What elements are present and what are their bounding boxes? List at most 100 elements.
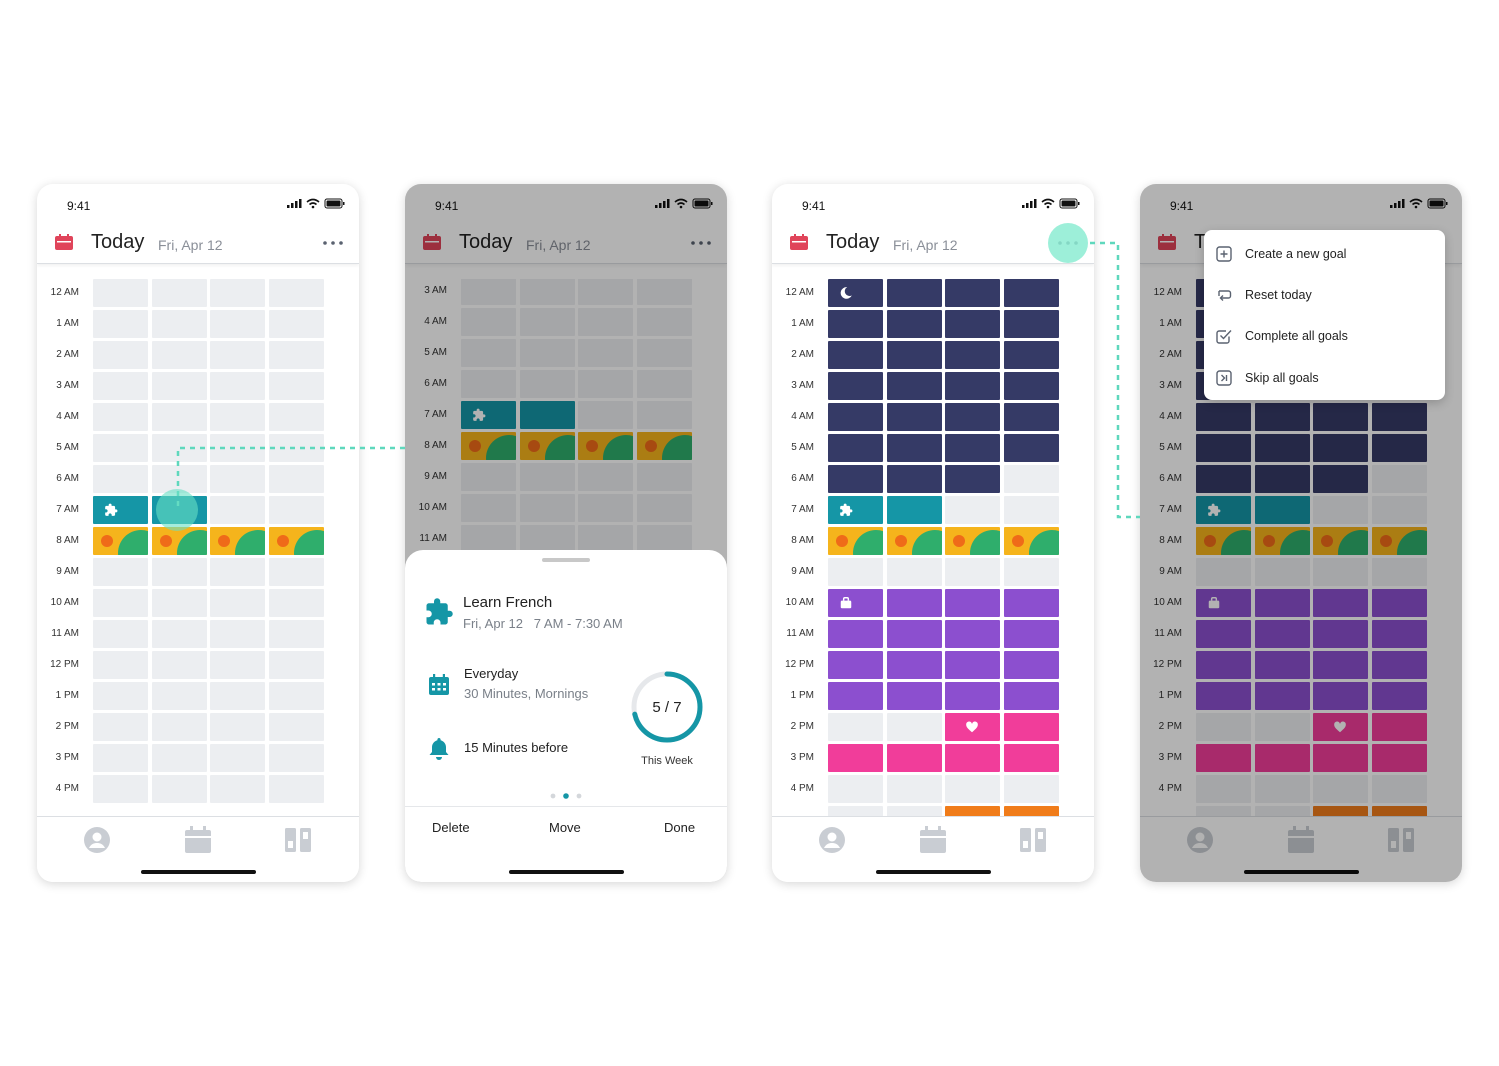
empty-slot[interactable] (210, 589, 265, 617)
sheet-handle[interactable] (542, 558, 590, 562)
empty-slot[interactable] (210, 620, 265, 648)
empty-slot[interactable] (268, 620, 324, 648)
empty-slot[interactable] (636, 339, 692, 367)
move-button[interactable]: Move (549, 820, 581, 835)
pink-goal-slot[interactable] (1003, 744, 1059, 772)
purple-goal-slot[interactable] (1371, 589, 1427, 617)
purple-goal-slot[interactable] (1254, 620, 1310, 648)
empty-slot[interactable] (93, 372, 148, 400)
empty-slot[interactable] (519, 339, 575, 367)
empty-slot[interactable] (1196, 558, 1251, 586)
night-goal-slot[interactable] (886, 434, 942, 462)
empty-slot[interactable] (519, 525, 575, 553)
empty-slot[interactable] (151, 310, 207, 338)
empty-slot[interactable] (1003, 558, 1059, 586)
purple-goal-slot[interactable] (1371, 682, 1427, 710)
page-indicator[interactable] (550, 793, 582, 799)
night-goal-slot[interactable] (1196, 434, 1251, 462)
purple-goal-slot[interactable] (1003, 620, 1059, 648)
night-goal-slot[interactable] (1371, 434, 1427, 462)
orange-goal-slot[interactable] (1003, 806, 1059, 816)
empty-slot[interactable] (461, 339, 516, 367)
empty-slot[interactable] (268, 465, 324, 493)
purple-goal-slot[interactable] (1313, 651, 1368, 679)
empty-slot[interactable] (93, 341, 148, 369)
empty-slot[interactable] (636, 463, 692, 491)
empty-slot[interactable] (461, 463, 516, 491)
empty-slot[interactable] (578, 339, 633, 367)
purple-goal-slot[interactable] (945, 620, 1000, 648)
empty-slot[interactable] (268, 775, 324, 803)
sun-goal-slot[interactable] (1371, 527, 1427, 555)
night-goal-slot[interactable] (1003, 372, 1059, 400)
tab-profile-icon[interactable] (818, 826, 846, 854)
empty-slot[interactable] (93, 682, 148, 710)
menu-item-skip-all[interactable]: Skip all goals (1204, 359, 1445, 397)
sun-goal-slot[interactable] (151, 527, 207, 555)
empty-slot[interactable] (1196, 806, 1251, 816)
empty-slot[interactable] (151, 589, 207, 617)
empty-slot[interactable] (93, 434, 148, 462)
night-goal-slot[interactable] (945, 341, 1000, 369)
teal-goal-slot[interactable] (1254, 496, 1310, 524)
empty-slot[interactable] (636, 279, 692, 305)
night-goal-slot[interactable] (1254, 465, 1310, 493)
empty-slot[interactable] (461, 279, 516, 305)
night-goal-slot[interactable] (886, 465, 942, 493)
empty-slot[interactable] (151, 558, 207, 586)
night-goal-slot[interactable] (945, 465, 1000, 493)
night-goal-slot[interactable] (945, 372, 1000, 400)
teal-goal-slot[interactable] (519, 401, 575, 429)
night-goal-slot[interactable] (828, 434, 883, 462)
tab-calendar-icon[interactable] (919, 826, 947, 854)
empty-slot[interactable] (210, 775, 265, 803)
night-goal-slot[interactable] (1313, 465, 1368, 493)
empty-slot[interactable] (1313, 558, 1368, 586)
empty-slot[interactable] (268, 496, 324, 524)
empty-slot[interactable] (1371, 465, 1427, 493)
sun-goal-slot[interactable] (886, 527, 942, 555)
menu-item-reset-today[interactable]: Reset today (1204, 276, 1445, 314)
empty-slot[interactable] (93, 651, 148, 679)
menu-item-complete-all[interactable]: Complete all goals (1204, 317, 1445, 355)
pink-goal-slot[interactable] (1313, 744, 1368, 772)
pink-goal-slot[interactable] (1254, 744, 1310, 772)
night-goal-slot[interactable] (945, 434, 1000, 462)
empty-slot[interactable] (519, 370, 575, 398)
sun-goal-slot[interactable] (636, 432, 692, 460)
night-goal-slot[interactable] (1003, 310, 1059, 338)
purple-goal-slot[interactable] (1196, 651, 1251, 679)
empty-slot[interactable] (578, 463, 633, 491)
pink-goal-slot[interactable] (1371, 744, 1427, 772)
delete-button[interactable]: Delete (432, 820, 470, 835)
purple-goal-slot[interactable] (1371, 651, 1427, 679)
empty-slot[interactable] (93, 620, 148, 648)
empty-slot[interactable] (268, 713, 324, 741)
empty-slot[interactable] (461, 494, 516, 522)
empty-slot[interactable] (578, 308, 633, 336)
pink-goal-slot[interactable] (1003, 713, 1059, 741)
teal-goal-slot[interactable] (828, 496, 883, 524)
purple-goal-slot[interactable] (1313, 620, 1368, 648)
empty-slot[interactable] (268, 341, 324, 369)
empty-slot[interactable] (151, 682, 207, 710)
purple-goal-slot[interactable] (1254, 682, 1310, 710)
empty-slot[interactable] (151, 403, 207, 431)
night-goal-slot[interactable] (945, 310, 1000, 338)
empty-slot[interactable] (636, 370, 692, 398)
tab-profile-icon[interactable] (1186, 826, 1214, 854)
empty-slot[interactable] (1196, 713, 1251, 741)
purple-goal-slot[interactable] (1003, 589, 1059, 617)
empty-slot[interactable] (519, 494, 575, 522)
pink-goal-slot[interactable] (828, 744, 883, 772)
tab-board-icon[interactable] (1387, 826, 1415, 854)
empty-slot[interactable] (519, 308, 575, 336)
empty-slot[interactable] (151, 372, 207, 400)
empty-slot[interactable] (519, 463, 575, 491)
empty-slot[interactable] (1003, 465, 1059, 493)
purple-goal-slot[interactable] (945, 682, 1000, 710)
empty-slot[interactable] (578, 401, 633, 429)
pink-goal-slot[interactable] (945, 744, 1000, 772)
purple-goal-slot[interactable] (1003, 651, 1059, 679)
teal-goal-slot[interactable] (461, 401, 516, 429)
